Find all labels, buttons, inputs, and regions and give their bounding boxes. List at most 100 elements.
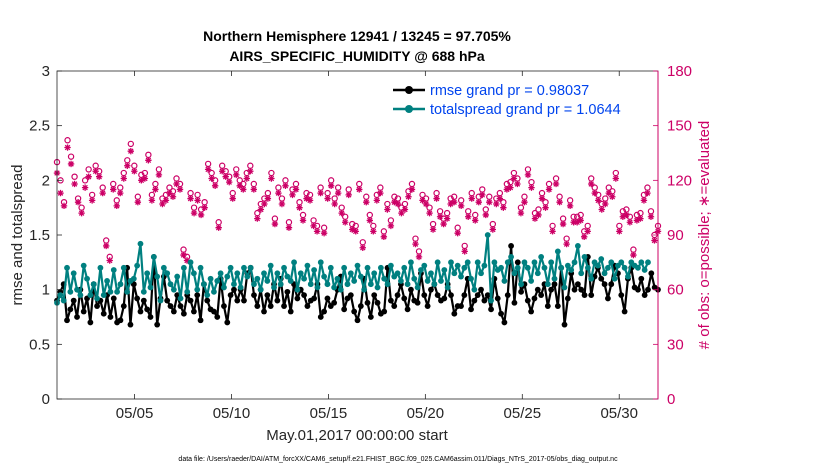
rmse-point [404,306,411,313]
obs-evaluated-point [503,186,511,193]
totalspread-point [548,259,555,266]
totalspread-point [625,273,631,280]
obs-evaluated-point [366,217,374,224]
obs-evaluated-point [268,175,275,182]
x-tick-label: 05/30 [600,405,638,422]
totalspread-point [90,281,97,288]
rmse-point [508,243,514,249]
obs-evaluated-point [552,180,560,188]
totalspread-point [444,284,451,291]
totalspread-point [464,259,471,266]
left-tick-label: 2.5 [29,118,50,135]
totalspread-point [595,262,601,269]
obs-evaluated-point [152,186,159,193]
totalspread-point [177,295,184,302]
rmse-point [144,306,151,313]
totalspread-point [645,259,651,266]
obs-evaluated-point [247,168,254,175]
totalspread-point [140,288,147,295]
obs-evaluated-point [391,199,398,206]
totalspread-point [531,259,538,266]
obs-evaluated-point [538,195,546,202]
obs-evaluated-point [341,219,349,226]
rmse-point [331,299,338,306]
rmse-point [451,310,458,317]
obs-evaluated-point [299,217,307,224]
obs-evaluated-point [619,213,627,220]
totalspread-point [424,278,431,284]
obs-evaluated-point [352,228,359,235]
obs-evaluated-point [486,199,493,206]
obs-evaluated-point [310,222,317,230]
obs-evaluated-point [176,186,184,193]
right-tick-label: 120 [667,172,692,189]
obs-evaluated-point [359,244,366,251]
rmse-point [227,292,234,299]
totalspread-point [578,270,585,277]
obs-evaluated-point [616,228,623,235]
totalspread-point [361,286,368,293]
obs-evaluated-point [106,257,113,264]
obs-evaluated-point [637,215,644,222]
obs-evaluated-point [271,220,279,228]
rmse-point [324,295,331,302]
rmse-point [147,314,154,320]
obs-evaluated-point [605,189,612,197]
obs-evaluated-point [461,248,468,255]
totalspread-point [621,264,628,271]
totalspread-point [367,281,374,288]
totalspread-point [221,284,227,291]
obs-evaluated-point [363,199,370,206]
obs-evaluated-point [595,197,602,204]
obs-evaluated-point [454,229,461,237]
obs-evaluated-point [145,157,152,164]
obs-evaluated-point [324,195,331,202]
obs-evaluated-point [545,186,553,193]
obs-evaluated-point [162,197,170,204]
rmse-point [474,292,481,299]
rmse-point [428,286,434,293]
rmse-point [391,303,398,309]
rmse-point [180,310,187,317]
obs-possible-point [71,173,78,180]
obs-evaluated-point [208,175,215,182]
totalspread-point [264,278,271,284]
totalspread-point [561,284,568,291]
rmse-point [347,292,354,299]
totalspread-point [371,270,378,277]
rmse-point [261,308,267,315]
rmse-point [264,292,271,299]
totalspread-point [214,278,221,284]
obs-evaluated-point [117,189,124,197]
totalspread-point [150,253,157,260]
totalspread-point [284,273,291,280]
obs-evaluated-point [338,209,345,217]
obs-evaluated-point [257,206,265,213]
rmse-point [74,314,80,320]
rmse-point [401,295,408,302]
obs-evaluated-point [99,189,106,197]
obs-evaluated-point [496,195,504,202]
obs-evaluated-point [345,191,352,199]
rmse-point [311,295,317,302]
totalspread-point [357,273,364,280]
obs-evaluated-point [373,197,381,204]
rmse-point [448,292,454,299]
totalspread-point [641,267,648,273]
totalspread-point [564,262,571,269]
obs-evaluated-point [131,168,138,175]
obs-evaluated-point [264,195,272,202]
totalspread-point [441,267,448,273]
rmse-point [561,321,568,328]
rmse-point [234,297,241,304]
rmse-point [164,297,171,304]
x-tick-label: 05/25 [504,405,542,422]
totalspread-point [491,259,498,266]
rmse-point [538,292,545,299]
totalspread-point [498,264,504,271]
obs-evaluated-point [426,209,433,217]
totalspread-point [521,259,528,266]
obs-evaluated-point [356,186,363,193]
obs-evaluated-point [507,184,514,191]
totalspread-point [227,264,234,271]
